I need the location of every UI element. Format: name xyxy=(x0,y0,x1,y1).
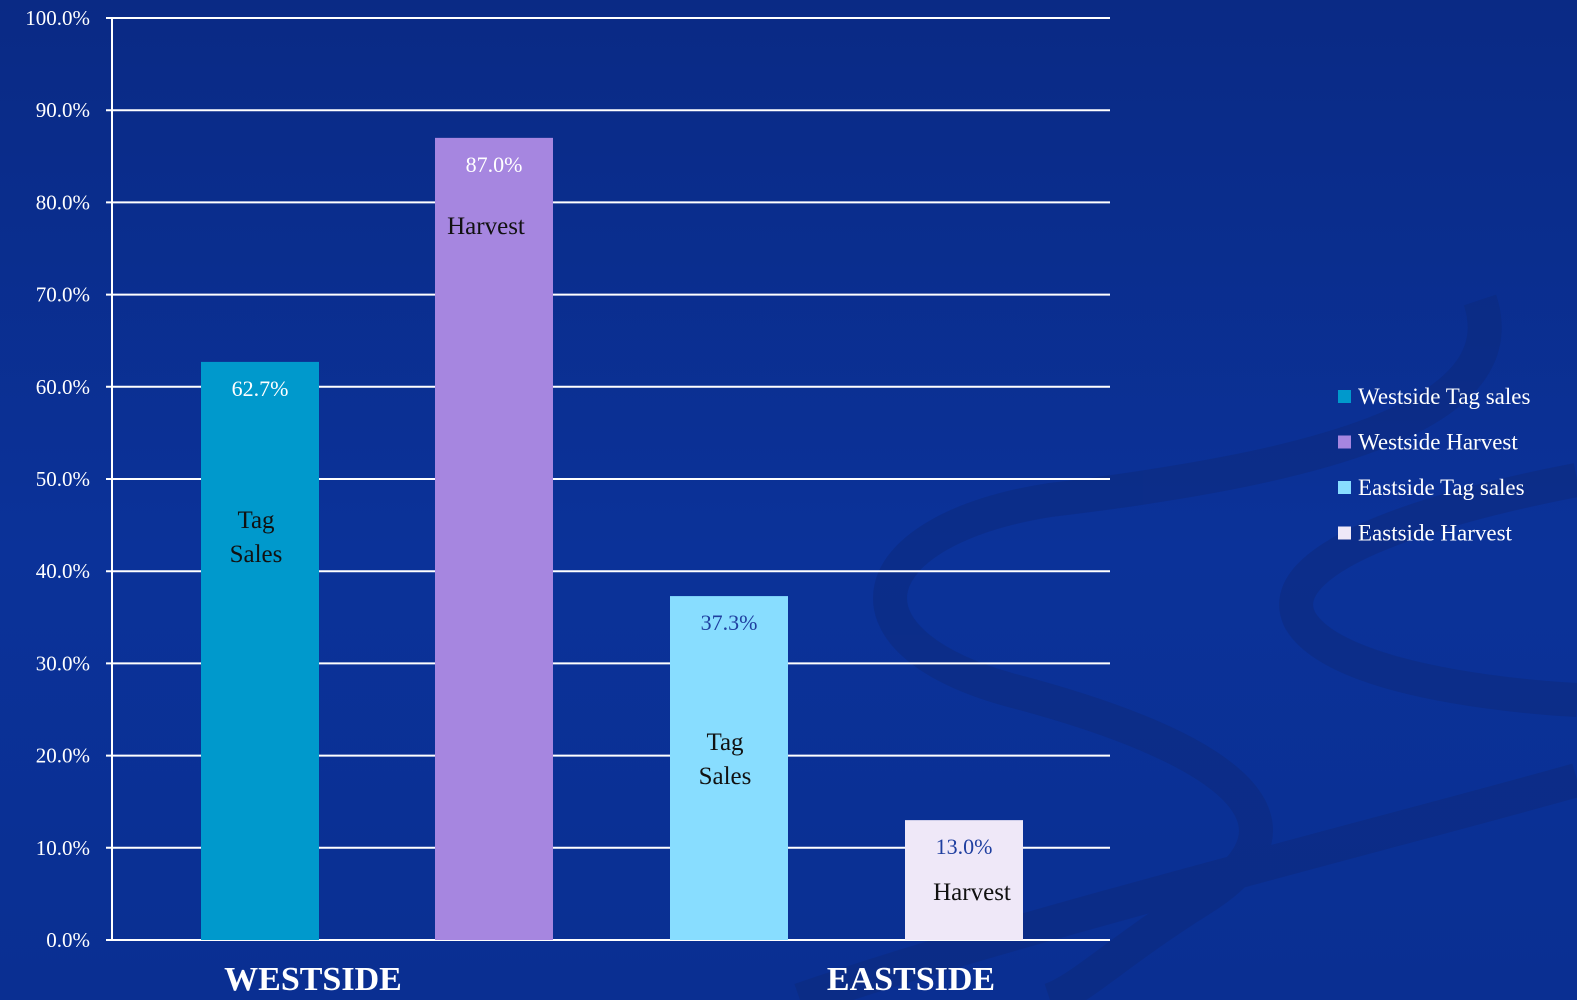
bars: 62.7% Tag Sales 87.0% Harvest 37.3% Tag Sales 13… xyxy=(201,137,1023,941)
bar-inner-label: Harvest xyxy=(447,213,525,240)
legend-label: Westside Tag sales xyxy=(1358,384,1530,409)
legend-item: Eastside Harvest xyxy=(1338,521,1513,546)
legend-swatch xyxy=(1338,526,1351,540)
legend-label: Eastside Tag sales xyxy=(1358,475,1525,500)
bar-value-label: 62.7% xyxy=(232,376,289,401)
legend-label: Westside Harvest xyxy=(1358,430,1518,455)
legend-item: Eastside Tag sales xyxy=(1338,475,1525,500)
bar-group-westside-harvest: 87.0% Harvest xyxy=(435,137,553,941)
bar xyxy=(670,596,788,940)
category-label: EASTSIDE xyxy=(827,961,995,998)
bar-group-eastside-harvest: 13.0% Harvest xyxy=(905,820,1023,940)
legend: Westside Tag sales Westside Harvest Eastsi… xyxy=(1338,384,1530,546)
bar-inner-label: Tag xyxy=(706,729,744,756)
legend-item: Westside Tag sales xyxy=(1338,384,1530,409)
bar-inner-label: Sales xyxy=(699,763,752,790)
bar xyxy=(201,361,319,940)
bar-group-westside-tag-sales: 62.7% Tag Sales xyxy=(201,361,319,940)
y-tick-label: 60.0% xyxy=(36,375,90,399)
bar-value-label: 13.0% xyxy=(936,834,993,859)
legend-swatch xyxy=(1338,435,1351,449)
y-tick-label: 70.0% xyxy=(36,283,90,307)
bar-inner-label: Tag xyxy=(237,507,275,534)
y-tick-label: 0.0% xyxy=(46,928,90,952)
category-label: WESTSIDE xyxy=(224,961,402,998)
y-tick-label: 90.0% xyxy=(36,98,90,122)
y-axis: 0.0% 10.0% 20.0% 30.0% 40.0% 50.0% 60.0% 70.0% 8… xyxy=(25,6,113,952)
bar-value-label: 37.3% xyxy=(701,610,758,635)
y-tick-label: 10.0% xyxy=(36,836,90,860)
legend-label: Eastside Harvest xyxy=(1358,521,1513,546)
bar xyxy=(435,137,553,941)
bar-inner-label: Sales xyxy=(230,541,283,568)
y-tick-label: 30.0% xyxy=(36,651,90,675)
bar-inner-label: Harvest xyxy=(933,879,1011,906)
y-tick-label: 20.0% xyxy=(36,744,90,768)
bar-group-eastside-tag-sales: 37.3% Tag Sales xyxy=(670,596,788,940)
legend-swatch xyxy=(1338,481,1351,494)
background-decoration xyxy=(794,294,1577,1000)
bar-value-label: 87.0% xyxy=(466,152,523,177)
category-labels: WESTSIDE EASTSIDE xyxy=(224,961,995,998)
y-tick-label: 80.0% xyxy=(36,190,90,214)
legend-item: Westside Harvest xyxy=(1338,430,1518,455)
legend-swatch xyxy=(1338,390,1351,403)
y-tick-label: 50.0% xyxy=(36,467,90,491)
y-tick-label: 40.0% xyxy=(36,559,90,583)
bar xyxy=(905,820,1023,940)
y-tick-label: 100.0% xyxy=(25,6,90,30)
